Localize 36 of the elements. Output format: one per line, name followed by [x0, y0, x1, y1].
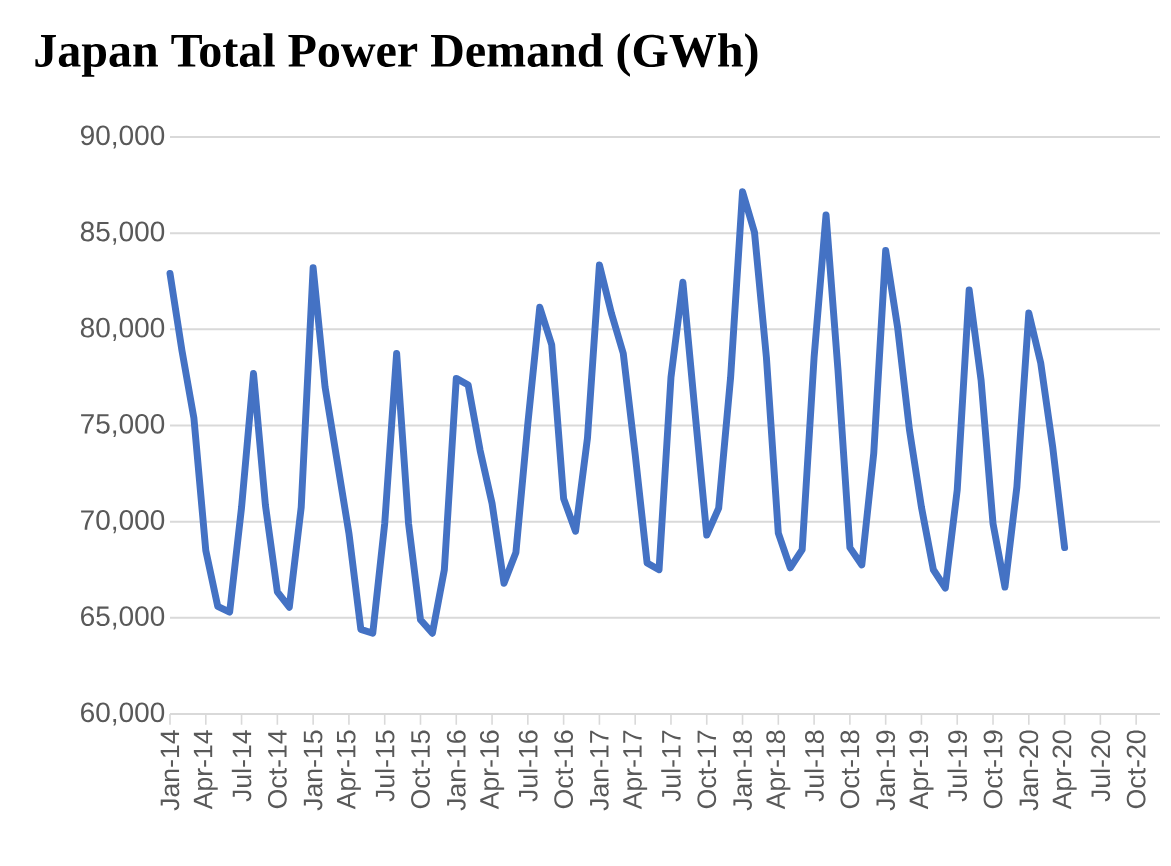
chart-title: Japan Total Power Demand (GWh) [35, 33, 758, 77]
x-tick-label: Jul-18 [804, 730, 824, 802]
x-tick-label: Jul-16 [518, 730, 538, 802]
x-tick-label: Apr-18 [766, 730, 791, 810]
x-tick-label: Oct-17 [697, 730, 717, 809]
y-tick-label: 80,000 [80, 317, 165, 341]
x-tick-label: Oct-19 [983, 730, 1003, 809]
x-tick-label: Jan-14 [160, 730, 180, 811]
x-tick-label: Apr-16 [479, 730, 505, 810]
y-tick-label: 70,000 [81, 510, 165, 534]
x-tick-label: Jul-14 [231, 730, 252, 802]
x-tick-label: Oct-20 [1126, 730, 1146, 809]
x-tick-label: Oct-15 [411, 730, 430, 809]
x-tick-label: Oct-18 [840, 730, 860, 809]
y-tick-label: 90,000 [80, 125, 165, 149]
y-tick-label: 75,000 [81, 413, 165, 438]
x-tick-label: Oct-16 [554, 730, 574, 809]
x-tick-label: Apr-14 [193, 730, 218, 810]
x-tick-label: Apr-17 [623, 730, 648, 810]
x-tick-label: Jan-20 [1019, 730, 1039, 811]
y-tick-label: 60,000 [81, 702, 165, 726]
x-tick-label: Jan-16 [446, 730, 466, 811]
x-tick-label: Jan-18 [733, 730, 752, 811]
x-tick-label: Apr-15 [336, 730, 361, 810]
x-tick-label: Jul-20 [1090, 730, 1111, 802]
x-tick-label: Jul-19 [947, 730, 968, 802]
x-tick-label: Apr-20 [1052, 730, 1077, 810]
x-tick-label: Jan-19 [876, 730, 896, 811]
x-tick-label: Jul-15 [374, 730, 395, 802]
x-tick-label: Jan-17 [590, 730, 609, 811]
x-tick-label: Jul-17 [661, 730, 681, 802]
y-tick-label: 85,000 [80, 221, 165, 245]
y-tick-label: 65,000 [81, 606, 165, 630]
x-tick-label: Oct-14 [267, 730, 287, 809]
x-tick-label: Apr-19 [909, 730, 934, 810]
x-tick-label: Jan-15 [303, 730, 323, 811]
